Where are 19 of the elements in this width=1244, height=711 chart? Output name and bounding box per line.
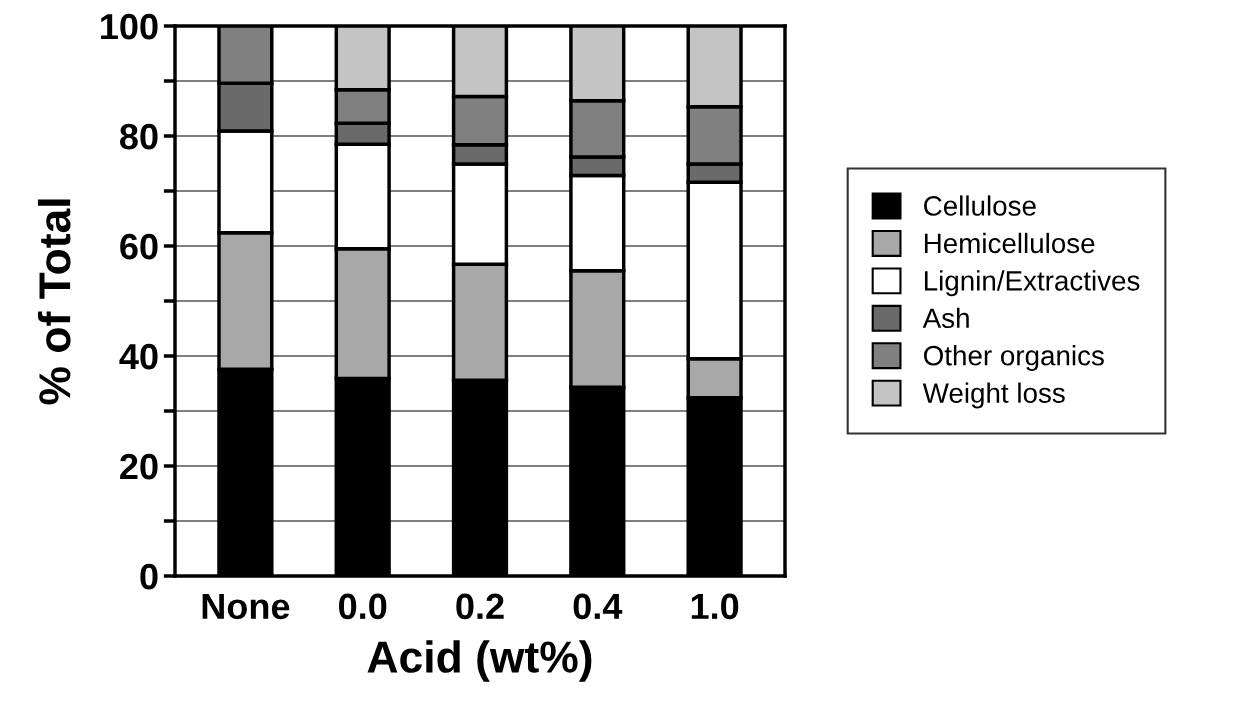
- legend-label: Hemicellulose: [924, 232, 1095, 254]
- y-axis-title: % of Total: [37, 199, 71, 405]
- x-tick-label: 0.2: [456, 593, 504, 620]
- x-tick-label: 1.0: [691, 593, 739, 620]
- legend-label: Weight loss: [922, 382, 1065, 409]
- legend-label: Cellulose: [924, 195, 1036, 216]
- legend-label: Other organics: [924, 345, 1104, 371]
- x-tick-label: 0.4: [573, 593, 623, 620]
- legend-label: Lignin/Extractives: [924, 270, 1140, 297]
- y-tick-label: 60: [120, 233, 158, 260]
- y-tick-label: 80: [120, 123, 158, 150]
- y-tick-label: 100: [101, 13, 158, 40]
- y-tick-label: 20: [120, 453, 158, 480]
- y-tick-label: 40: [119, 343, 158, 370]
- x-tick-label: None: [202, 593, 290, 620]
- y-tick-label: 0: [140, 563, 158, 590]
- x-tick-label: 0.0: [339, 593, 387, 620]
- x-axis-title: Acid (wt%): [367, 640, 592, 682]
- legend-label: Ash: [922, 307, 969, 329]
